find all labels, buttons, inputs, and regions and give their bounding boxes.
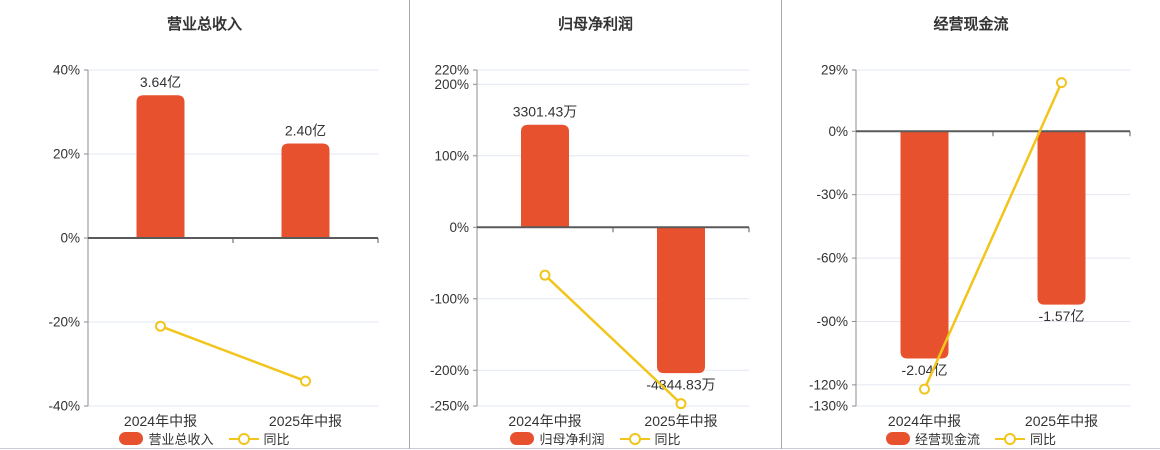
bar <box>900 131 949 359</box>
y-axis-tick-label: 100% <box>434 148 469 163</box>
x-axis-label: 2025年中报 <box>644 413 717 428</box>
legend-label-yoy: 同比 <box>654 432 681 447</box>
bar-value-label: -1.57亿 <box>1039 308 1085 324</box>
x-axis-label: 2025年中报 <box>1025 413 1098 428</box>
legend-label-yoy: 同比 <box>1030 432 1057 447</box>
x-axis-label: 2024年中报 <box>888 413 961 428</box>
bar-value-label: 3301.43万 <box>513 104 578 120</box>
bar <box>1037 131 1086 305</box>
y-axis-tick-label: 0% <box>449 220 469 235</box>
y-axis-tick-label: -200% <box>430 363 469 378</box>
yoy-line-point <box>675 398 687 410</box>
legend-item-revenue-yoy[interactable]: 同比 <box>228 429 290 448</box>
bar-value-label: 3.64亿 <box>140 74 181 90</box>
legend-label-cash-flow: 经营现金流 <box>914 432 980 447</box>
x-axis-label: 2024年中报 <box>124 413 197 428</box>
legend-label-revenue: 营业总收入 <box>148 432 214 447</box>
y-axis-tick-label: 29% <box>821 63 848 78</box>
revenue-legend: 营业总收入 同比 <box>0 428 409 449</box>
yoy-line-series <box>923 82 1063 390</box>
legend-item-net-profit-bar[interactable]: 归母净利润 <box>510 429 605 448</box>
y-axis-tick-label: -120% <box>809 377 848 392</box>
yoy-line-point <box>1056 77 1067 89</box>
panel-operating-revenue: 营业总收入 40% 20% 0% -20% -40% 3.64亿 2.40亿 2024年中报 2… <box>0 0 410 449</box>
legend-item-revenue-bar[interactable]: 营业总收入 <box>119 429 214 448</box>
net-profit-legend: 归母净利润 同比 <box>410 428 781 449</box>
y-axis-tick-label: -30% <box>816 187 848 202</box>
line-marker-icon <box>228 432 259 445</box>
legend-item-cash-flow-bar[interactable]: 经营现金流 <box>885 429 980 448</box>
x-axis-label: 2025年中报 <box>269 413 342 428</box>
bar-value-label: -4844.83万 <box>646 377 715 393</box>
y-axis-tick-label: -130% <box>809 399 848 414</box>
bar-swatch-icon <box>510 432 535 445</box>
y-axis-tick-label: 220% <box>434 63 469 78</box>
y-axis-tick-label: -40% <box>48 399 80 414</box>
bar-value-label: 2.40亿 <box>285 123 326 139</box>
yoy-line-series <box>544 274 682 405</box>
y-axis-tick-label: 0% <box>828 124 848 139</box>
y-axis-tick-label: -20% <box>48 315 80 330</box>
legend-label-yoy: 同比 <box>263 432 290 447</box>
bar-value-label: -2.04亿 <box>902 362 948 378</box>
bar <box>281 143 330 238</box>
x-axis-label: 2024年中报 <box>508 413 581 428</box>
y-axis-tick-label: 200% <box>434 77 469 92</box>
chart-title-net-profit: 归母净利润 <box>557 16 633 33</box>
legend-label-net-profit: 归母净利润 <box>539 432 605 447</box>
y-axis-tick-label: -90% <box>816 314 848 329</box>
yoy-line-point <box>155 320 166 332</box>
revenue-plot-canvas: 40% 20% 0% -20% -40% 3.64亿 2.40亿 2024年中报 2025年中报 <box>48 63 379 428</box>
cash-flow-legend: 经营现金流 同比 <box>782 428 1160 449</box>
y-axis-tick-label: 0% <box>60 231 80 246</box>
net-profit-plot-canvas: 220%200% 100% 0% -100% -200% -250% 3301.43万 -48… <box>430 63 750 428</box>
chart-title-revenue: 营业总收入 <box>166 16 242 33</box>
bar <box>657 227 705 374</box>
legend-item-cash-flow-yoy[interactable]: 同比 <box>995 429 1056 448</box>
yoy-line-point <box>919 383 930 395</box>
bar-swatch-icon <box>119 432 144 445</box>
cash-flow-plot-canvas: 29% 0% -30% -60% -90% -120% -130% -2.04亿 -1.57亿 2… <box>809 63 1131 428</box>
y-axis-tick-label: 40% <box>53 63 80 78</box>
y-axis-tick-label: 20% <box>53 147 80 162</box>
chart-title-cash-flow: 经营现金流 <box>933 16 1009 33</box>
bar-swatch-icon <box>885 432 910 445</box>
yoy-line-point <box>539 269 551 281</box>
panel-operating-cash-flow: 经营现金流 29% 0% -30% -60% -90% -120% -130% -2.04亿 -… <box>782 0 1160 449</box>
legend-item-net-profit-yoy[interactable]: 同比 <box>619 429 681 448</box>
yoy-line-series <box>160 325 306 383</box>
yoy-line-point <box>300 375 311 387</box>
panel-net-profit: 归母净利润 220% 200% 100% 0% -100% -200% -250% 3301.… <box>410 0 782 449</box>
bar <box>136 95 185 238</box>
y-axis-tick-label: -60% <box>816 251 848 266</box>
y-axis-tick-label: -100% <box>430 291 469 306</box>
bar <box>521 124 569 228</box>
y-axis-tick-label: -250% <box>430 399 469 414</box>
line-marker-icon <box>619 432 650 445</box>
line-marker-icon <box>995 432 1025 445</box>
